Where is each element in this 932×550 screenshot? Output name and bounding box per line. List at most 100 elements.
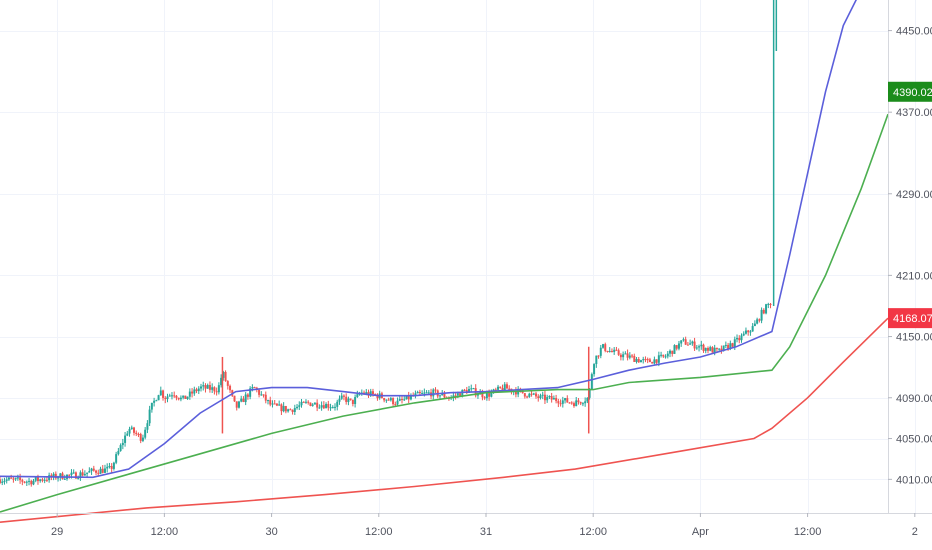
candle-body: [34, 477, 37, 481]
candle-body: [644, 359, 647, 361]
candle-body: [619, 354, 622, 358]
candle-body: [327, 403, 330, 408]
candle-body: [322, 405, 325, 409]
candle-body: [267, 400, 270, 402]
candle-body: [300, 401, 303, 406]
candle-body: [155, 400, 158, 402]
candle-body: [438, 395, 441, 397]
candle-body: [481, 392, 484, 398]
candle-body: [561, 400, 564, 404]
candle-body: [182, 395, 185, 398]
candle-body: [304, 401, 307, 403]
candle-body: [217, 385, 220, 393]
candle-body: [108, 466, 111, 468]
candle-body: [698, 346, 701, 348]
candle-body: [488, 393, 491, 397]
candle-body: [523, 393, 526, 397]
candle-body: [188, 391, 191, 397]
candle-body: [224, 371, 227, 382]
candle-body: [246, 394, 249, 397]
candle-body: [749, 331, 752, 333]
candle-body: [729, 343, 732, 350]
candle-body: [233, 395, 236, 402]
ma-line: [0, 317, 889, 523]
candle-body: [90, 468, 93, 472]
candle-body: [202, 385, 205, 387]
candle-body: [715, 347, 718, 350]
plot-background: [0, 0, 888, 513]
y-tick-label: 4370.00: [896, 107, 932, 119]
x-tick-label: 12:00: [365, 526, 393, 538]
candle-body: [720, 348, 723, 352]
price-tag-box: [888, 308, 932, 329]
candle-body: [671, 350, 674, 354]
candle-body: [604, 344, 607, 351]
candle-body: [579, 402, 582, 404]
candle-body: [103, 468, 106, 473]
candle-body: [253, 387, 256, 389]
candle-body: [530, 393, 533, 395]
candle-body: [291, 409, 294, 412]
candle-body: [258, 389, 261, 395]
candle-body: [572, 403, 575, 407]
candle-body: [546, 397, 549, 401]
candle-body: [331, 407, 334, 409]
candle-body: [298, 405, 301, 407]
candle-body: [555, 398, 558, 402]
candle-body: [490, 392, 493, 397]
candle-body: [334, 406, 337, 408]
candle-body: [655, 359, 658, 363]
candle-body: [200, 386, 203, 389]
candle-body: [282, 406, 285, 412]
candle-body: [59, 473, 62, 478]
candle-body: [235, 401, 238, 408]
candle-body: [608, 351, 611, 353]
candle-body: [262, 394, 265, 396]
candle-body: [423, 392, 426, 394]
x-tick-label: 12:00: [579, 526, 607, 538]
candle-body: [586, 397, 589, 402]
candle-body: [208, 385, 211, 390]
candle-body: [220, 377, 223, 386]
candle-body: [240, 398, 243, 402]
candle-body: [425, 392, 428, 394]
candle-body: [10, 477, 13, 479]
candle-body: [12, 478, 15, 480]
candle-body: [244, 394, 247, 403]
candle-body: [543, 394, 546, 401]
candle-body: [633, 355, 636, 362]
candle-body: [468, 389, 471, 393]
candle-body: [19, 477, 22, 481]
candle-body: [503, 384, 506, 391]
candle-body: [150, 402, 153, 410]
candle-body: [293, 408, 296, 412]
candle-body: [497, 386, 500, 390]
candle-body: [215, 391, 218, 393]
price-axis[interactable]: 4010.00 4050.00 4090.00 4150.00 4210.00 4290.…: [888, 26, 932, 487]
candle-body: [709, 347, 712, 351]
candle-body: [769, 303, 772, 305]
candle-body: [662, 354, 665, 357]
candle-body: [403, 399, 406, 401]
candle-body: [153, 400, 156, 403]
candle-body: [642, 359, 645, 361]
y-tick-label: 4050.00: [896, 434, 932, 446]
candle-body: [206, 385, 209, 389]
candle-body: [666, 353, 669, 357]
candle-body: [79, 472, 82, 479]
candle-body: [278, 404, 281, 406]
candle-body: [52, 473, 55, 478]
x-tick-label: 31: [480, 526, 492, 538]
candle-body: [718, 348, 721, 350]
candle-body: [593, 364, 596, 375]
candle-body: [664, 356, 667, 358]
candle-body: [222, 371, 225, 378]
candle-body: [452, 395, 455, 398]
candle-body: [269, 400, 272, 405]
candle-body: [684, 339, 687, 345]
candle-body: [126, 433, 129, 436]
candle-body: [186, 396, 189, 399]
candle-body: [141, 437, 144, 441]
